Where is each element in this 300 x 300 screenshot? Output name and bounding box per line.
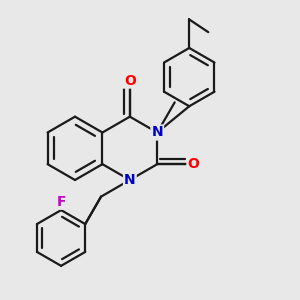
Text: N: N [152, 125, 163, 140]
Text: N: N [124, 173, 136, 187]
Text: O: O [188, 157, 199, 171]
Text: O: O [124, 74, 136, 88]
Text: F: F [56, 195, 66, 209]
